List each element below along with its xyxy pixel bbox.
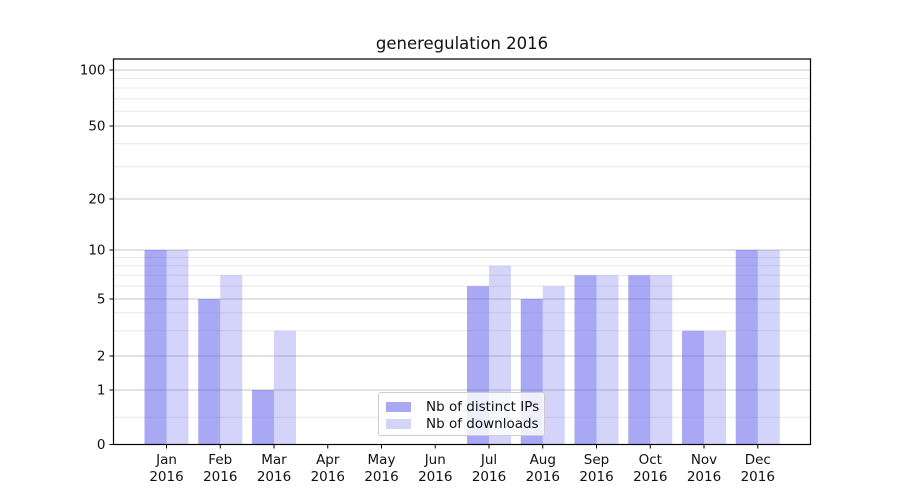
x-tick-label-year: 2016 [311, 469, 345, 485]
x-tick-label-month: Sep [584, 452, 609, 468]
legend-swatch-distinct-ips-icon [386, 401, 411, 412]
bar-distinct-ips-sep [574, 275, 597, 445]
y-tick-label: 100 [80, 63, 106, 79]
bar-downloads-feb [220, 275, 243, 445]
bar-downloads-dec [757, 250, 780, 445]
bar-distinct-ips-jan [144, 250, 167, 445]
y-tick-label: 10 [88, 243, 105, 259]
y-tick-label: 2 [97, 349, 106, 365]
bar-downloads-jan [166, 250, 189, 445]
x-tick-label-month: Jan [155, 452, 177, 468]
y-tick-label: 5 [97, 292, 106, 308]
x-tick-label-year: 2016 [526, 469, 560, 485]
bar-distinct-ips-dec [735, 250, 758, 445]
chart-title: generegulation 2016 [375, 34, 549, 53]
y-tick-label: 0 [97, 437, 106, 453]
x-tick-label-month: Mar [261, 452, 287, 468]
legend-entry-distinct-ips: Nb of distinct IPs [386, 398, 540, 415]
bar-distinct-ips-mar [252, 390, 274, 445]
legend-entry-downloads: Nb of downloads [386, 415, 539, 432]
bar-distinct-ips-feb [198, 299, 221, 445]
x-tick-label-year: 2016 [364, 469, 398, 485]
x-tick-label-year: 2016 [633, 469, 667, 485]
legend-label-downloads: Nb of downloads [426, 415, 539, 432]
x-tick-label-year: 2016 [149, 469, 183, 485]
bar-distinct-ips-oct [628, 275, 651, 445]
x-tick-label-year: 2016 [418, 469, 452, 485]
y-tick-label: 1 [97, 383, 106, 399]
x-tick-label-month: Jul [480, 452, 497, 468]
legend-label-distinct-ips: Nb of distinct IPs [426, 398, 540, 415]
x-tick-label-year: 2016 [741, 469, 775, 485]
x-tick-label-month: Jun [424, 452, 446, 468]
x-tick-label-year: 2016 [257, 469, 291, 485]
bar-distinct-ips-nov [682, 330, 704, 445]
bar-downloads-oct [650, 275, 673, 445]
bar-downloads-nov [704, 330, 726, 445]
plot-border [112, 58, 812, 446]
x-tick-label-month: Apr [316, 452, 340, 468]
x-tick-label-year: 2016 [472, 469, 506, 485]
legend: Nb of distinct IPs Nb of downloads [378, 392, 545, 436]
x-tick-label-month: Nov [691, 452, 717, 468]
y-tick-label: 50 [88, 119, 105, 135]
x-tick-label-month: Feb [208, 452, 232, 468]
x-tick-label-month: Dec [745, 452, 771, 468]
x-tick-label-month: Aug [530, 452, 556, 468]
bar-downloads-sep [596, 275, 619, 445]
legend-swatch-downloads-icon [386, 418, 411, 429]
x-tick-label-year: 2016 [203, 469, 237, 485]
x-tick-label-month: May [368, 452, 396, 468]
x-tick-label-month: Oct [639, 452, 662, 468]
bar-downloads-aug [542, 286, 565, 445]
y-tick-label: 20 [88, 192, 105, 208]
bar-downloads-mar [274, 330, 296, 445]
x-tick-label-year: 2016 [579, 469, 613, 485]
x-tick-label-year: 2016 [687, 469, 721, 485]
